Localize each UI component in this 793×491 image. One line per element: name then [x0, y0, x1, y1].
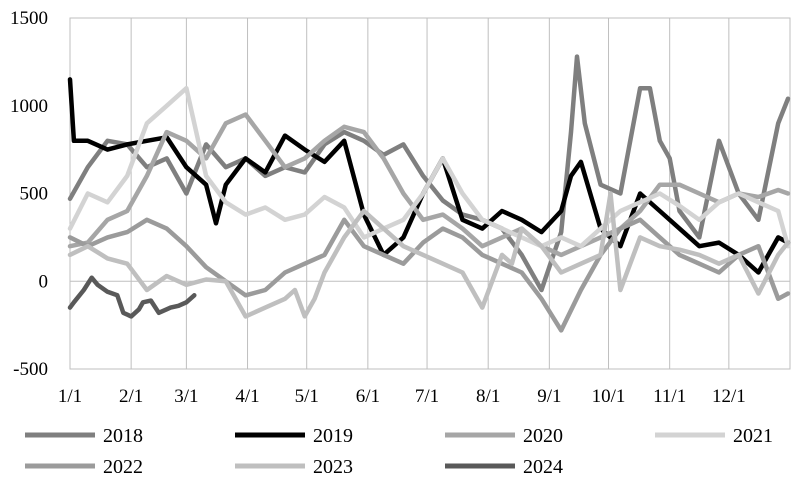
grid-layer: [69, 17, 791, 370]
x-tick-label: 6/1: [356, 386, 380, 407]
series-layer: [67, 54, 791, 333]
x-tick-label: 12/1: [712, 386, 746, 407]
x-tick-label: 10/1: [592, 386, 626, 407]
series-line-2023: [67, 191, 791, 319]
x-tick-label: 8/1: [476, 386, 500, 407]
y-tick-label: 0: [39, 271, 49, 292]
legend-label-2022: 2022: [103, 456, 143, 478]
x-tick-label: 4/1: [235, 386, 259, 407]
legend-label-2018: 2018: [103, 425, 143, 447]
x-tick-label: 1/1: [58, 386, 82, 407]
series-line-2022: [67, 217, 791, 333]
x-tick-label: 5/1: [295, 386, 319, 407]
x-tick-label: 9/1: [537, 386, 561, 407]
legend-label-2021: 2021: [733, 425, 773, 447]
y-tick-label: -500: [13, 359, 48, 380]
legend-label-2020: 2020: [523, 425, 563, 447]
x-tick-label: 3/1: [174, 386, 198, 407]
x-tick-label: 11/1: [653, 386, 686, 407]
plot-area-border: [69, 17, 791, 370]
series-line-2024: [67, 275, 197, 319]
legend-label-2024: 2024: [523, 456, 563, 478]
y-tick-label: 1500: [10, 8, 48, 29]
series-line-2021: [67, 85, 791, 249]
legend-label-2023: 2023: [313, 456, 353, 478]
y-tick-label: 500: [20, 184, 49, 205]
axis-layer: 1/1 2/1 3/1 4/1 5/1 6/1 7/1 8/1 9/1 10/1 11/1 12/1 1…: [10, 8, 746, 407]
series-line-2020: [67, 112, 791, 258]
x-tick-label: 2/1: [119, 386, 143, 407]
legend: 2018 2019 2020 2021 2022 2023 2024: [25, 425, 773, 478]
x-tick-label: 7/1: [415, 386, 439, 407]
y-tick-label: 1000: [10, 96, 48, 117]
legend-label-2019: 2019: [313, 425, 353, 447]
